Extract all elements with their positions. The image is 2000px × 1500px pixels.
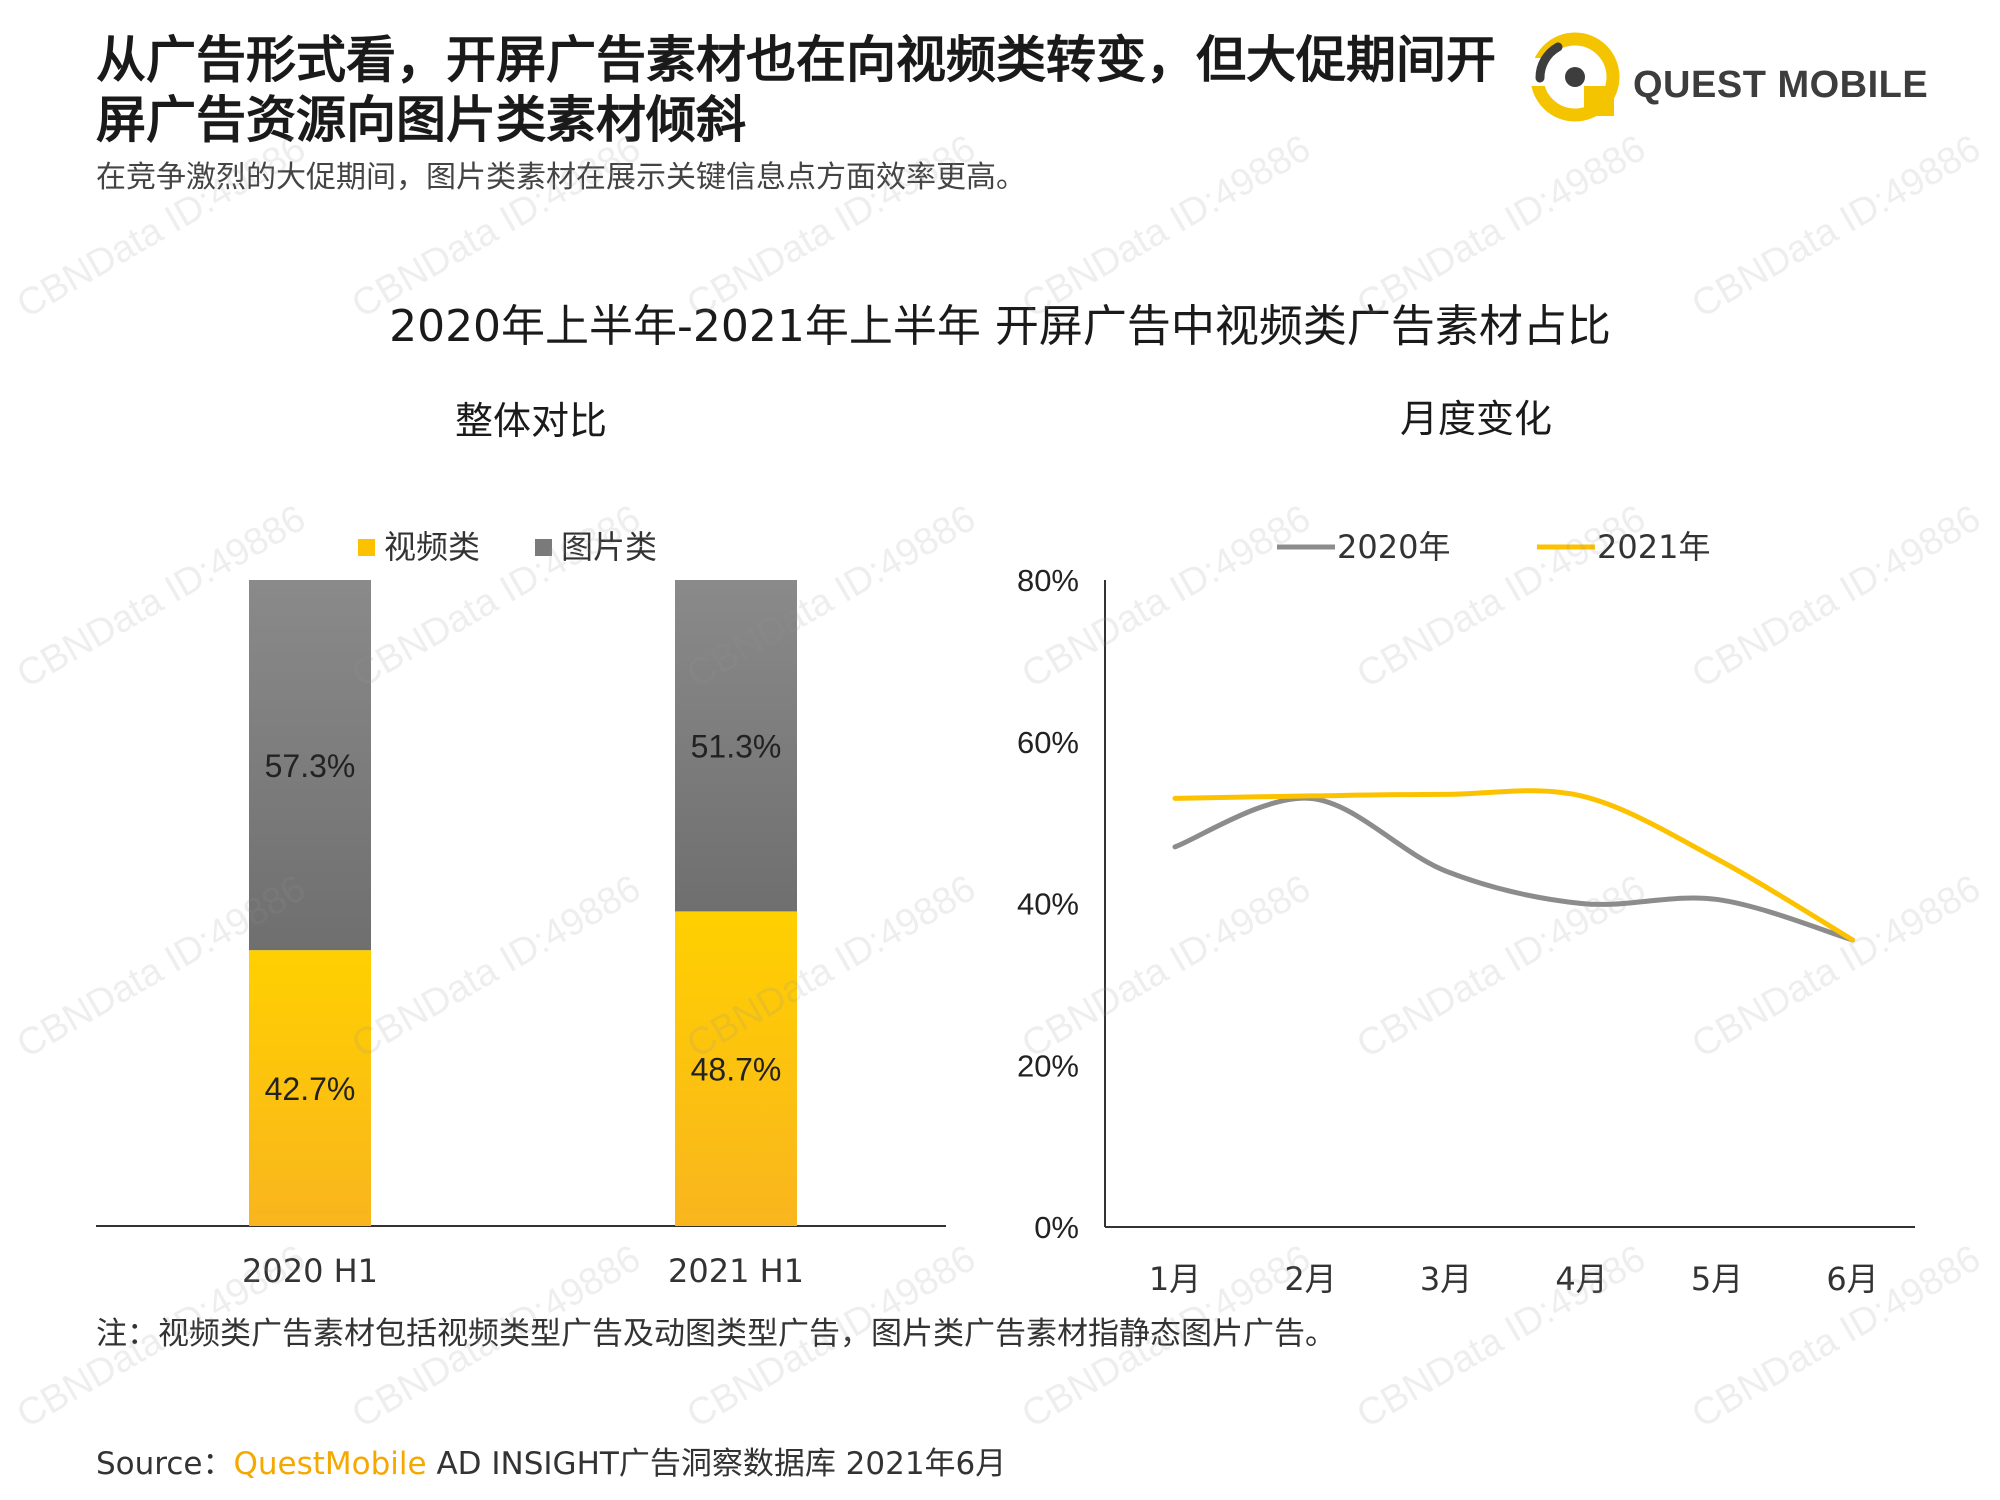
bar-panel-title: 整体对比 — [455, 399, 608, 443]
questmobile-logo: QUEST MOBILE — [1520, 22, 1940, 132]
y-tick-label: 60% — [1017, 725, 1079, 760]
source-line: Source：QuestMobile AD INSIGHT广告洞察数据库 202… — [96, 1438, 1006, 1483]
line-series-2020 — [1172, 795, 1855, 943]
y-tick-label: 40% — [1017, 887, 1079, 922]
logo-text: QUEST MOBILE — [1633, 64, 1929, 106]
legend-label: 2021年 — [1597, 528, 1710, 566]
bar-data-label: 42.7% — [265, 1071, 356, 1107]
bar-segment — [249, 580, 371, 951]
legend-label: 视频类 — [384, 528, 480, 566]
bar-segment — [249, 950, 371, 1226]
bar-segment — [675, 911, 797, 1226]
footnote: 注：视频类广告素材包括视频类型广告及动图类型广告，图片类广告素材指静态图片广告。 — [96, 1316, 1336, 1352]
x-tick-label: 5月 — [1691, 1260, 1743, 1298]
chart-main-title: 2020年上半年-2021年上半年 开屏广告中视频类广告素材占比 — [389, 301, 1611, 352]
bar-data-label: 51.3% — [691, 729, 782, 765]
line-panel-title: 月度变化 — [1400, 397, 1553, 441]
x-tick-label: 6月 — [1826, 1260, 1878, 1298]
legend-swatch — [535, 539, 552, 556]
bar-category-label: 2021 H1 — [668, 1252, 804, 1290]
line-series-2021 — [1172, 788, 1855, 943]
x-tick-label: 1月 — [1149, 1260, 1201, 1298]
bar-data-label: 57.3% — [265, 748, 356, 784]
x-tick-label: 3月 — [1420, 1260, 1472, 1298]
legend-swatch — [358, 539, 375, 556]
bar-data-label: 48.7% — [691, 1052, 782, 1088]
legend-label: 2020年 — [1337, 528, 1450, 566]
x-tick-label: 4月 — [1555, 1260, 1607, 1298]
x-tick-label: 2月 — [1284, 1260, 1336, 1298]
y-tick-label: 0% — [1034, 1210, 1079, 1245]
y-tick-label: 20% — [1017, 1048, 1079, 1083]
bar-category-label: 2020 H1 — [242, 1252, 378, 1290]
questmobile-logo-icon — [1525, 32, 1620, 122]
y-tick-label: 80% — [1017, 563, 1079, 598]
source-prefix: Source： — [96, 1446, 234, 1482]
page-subtitle: 在竞争激烈的大促期间，图片类素材在展示关键信息点方面效率更高。 — [96, 160, 1026, 195]
source-brand: QuestMobile — [233, 1446, 427, 1482]
source-rest: AD INSIGHT广告洞察数据库 2021年6月 — [426, 1446, 1007, 1482]
bar-segment — [675, 580, 797, 912]
legend-label: 图片类 — [561, 528, 657, 566]
page-title: 从广告形式看，开屏广告素材也在向视频类转变，但大促期间开屏广告资源向图片类素材倾… — [96, 31, 1496, 149]
